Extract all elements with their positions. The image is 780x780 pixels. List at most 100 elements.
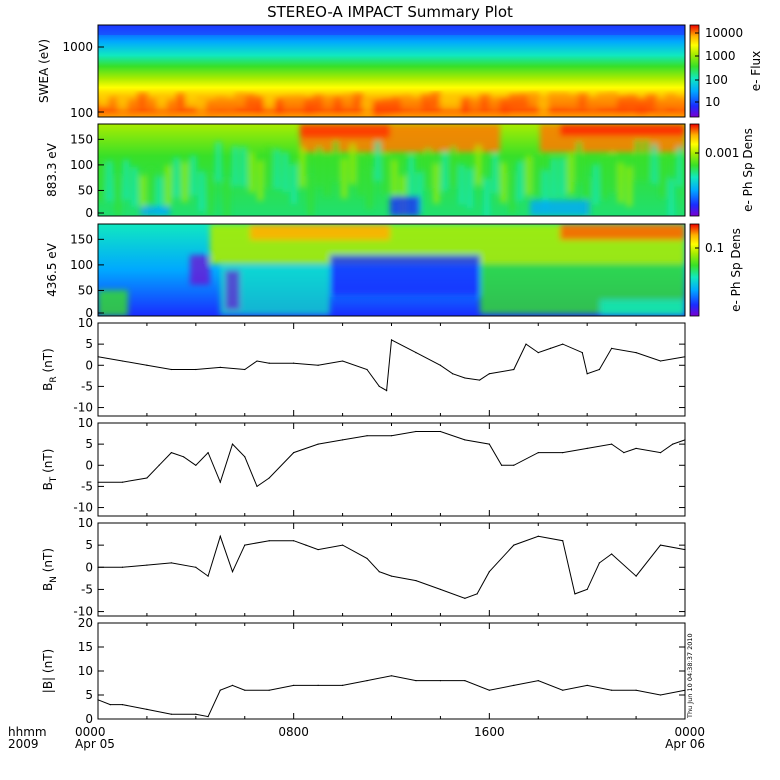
panel-r-point [562,343,564,345]
panel-r-point [146,364,148,366]
panel-t-point [672,443,674,445]
time-tick-hhmm: 0800 [278,725,309,739]
panel-t-ytick: -5 [81,479,93,493]
panel-t-point [170,451,172,454]
panel-bmag-point [659,694,662,696]
panel-r-point [386,390,388,392]
panel-r-ytick: -10 [73,401,93,415]
panel-r-point [488,373,490,375]
panel-t-point [488,443,490,445]
panel-t-point [244,456,246,458]
panel-bmag-point [537,680,539,682]
panel-bmag-point [341,684,344,687]
panel-r-ytick: 5 [85,337,93,351]
panel-r-point [581,351,583,354]
p883-texture [98,124,685,216]
panel-t-point [390,435,393,437]
panel-r-point [378,385,380,388]
panel-t-frame [97,422,686,517]
panel-n-point [293,540,295,542]
panel-r-point [97,356,99,358]
panel-n-point [562,540,564,542]
panel-n-point [659,544,662,546]
panel-r-series-line [97,339,686,392]
panel-r-point [598,368,600,371]
ytick-436: 0 [85,306,93,320]
colorbar-tick-883: 0.001 [705,146,739,160]
panel-r-point [244,368,246,371]
ytick-883: 150 [70,132,93,146]
panel-t-point [97,481,99,483]
panel-n-point [488,571,490,573]
swea-variation [98,92,685,116]
panel-n-series-line [98,534,686,599]
panel-bmag-point [231,684,234,687]
panel-bmag-ytick: 15 [78,640,93,654]
panel-r-point [537,351,539,354]
panel-r-point [268,362,270,364]
panel-bmag-point [219,689,221,691]
time-axis-row2-label: 2009 [8,737,39,751]
panel-n-ylabel: BN (nT) [41,548,59,591]
panel-bmag-point [684,689,686,691]
panel-bmag-ylabel-text: |B| (nT) [41,649,55,693]
panel-t-point [183,456,185,458]
panel-bmag-point [97,699,99,701]
panel-n-point [611,553,613,555]
panel-t-point [635,447,637,449]
time-tick-hhmm: 1600 [474,725,505,739]
panel-t-point [268,477,270,479]
panel-t-point [293,451,295,454]
panel-bmag-point [586,684,588,687]
panel-n-point [219,535,221,537]
panel-bmag-point [562,689,564,691]
panel-n-point [244,544,246,546]
panel-n-point [366,557,368,560]
panel-bmag-ytick: 10 [78,664,93,678]
panel-n-point [537,535,539,537]
colorbar-label-flux: e- Flux [749,51,763,91]
ylabel-883: 883.3 eV [45,142,59,197]
panel-bmag-series-line [97,675,686,718]
colorbar-436 [689,223,700,317]
ytick-883: 50 [78,183,93,197]
panel-r-point [611,347,613,349]
panel-bmag-ylabel: |B| (nT) [41,649,55,693]
panel-n-point [170,562,172,564]
panel-r-point [256,360,258,362]
panel-t-series-line [98,431,686,488]
panel-n-point [598,562,600,564]
panel-r-point [366,368,368,371]
panel-r-point [170,368,172,371]
panel-t-point [219,481,221,483]
panel-t-point [256,485,258,488]
panel-n-point [195,566,197,568]
ytick-swea-1000: 1000 [62,40,93,54]
panel-n-point [586,588,588,591]
panel-t-ytick: 5 [85,437,93,451]
panel-bmag-point [366,680,368,682]
panel-n-ytick: 0 [85,560,93,574]
ytick-swea-100: 100 [70,106,93,120]
panel-n-point [390,575,393,577]
swea-top-band [98,25,685,35]
panel-r-point [390,339,393,341]
ylabel-436: 436.5 eV [45,242,59,297]
panel-n-point [207,575,209,577]
panel-t-point [231,443,234,445]
panel-bmag-point [513,684,515,687]
panel-t-point [659,451,662,454]
panel-t-point [439,430,442,433]
panel-t-ytick: -10 [73,501,93,515]
panel-r-point [513,368,515,371]
panel-n-frame [97,522,686,617]
panel-n-point [317,548,319,551]
panel-r-ylabel-text: BR (nT) [41,348,59,391]
colorbar-flux [689,24,700,118]
panel-bmag-point [611,689,613,691]
ytick-883: 0 [85,206,93,220]
swea-spectrogram [97,24,686,118]
colorbar-tick-flux: 10 [705,95,720,109]
